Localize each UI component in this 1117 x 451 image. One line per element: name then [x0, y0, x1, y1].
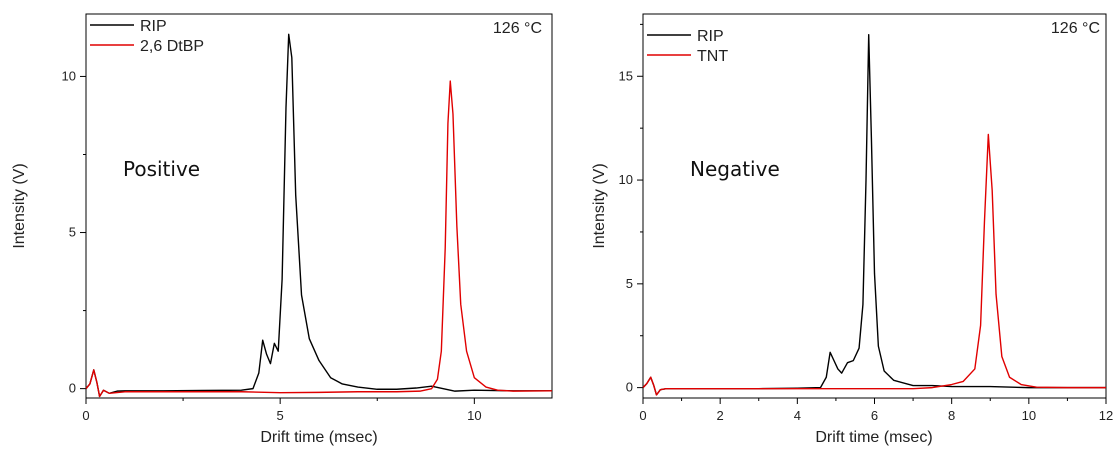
x-axis-label: Drift time (msec)	[815, 429, 932, 446]
series-lines	[642, 34, 1106, 396]
legend-label-rip: RIP	[140, 18, 167, 35]
x-tick-label: 10	[1022, 408, 1036, 423]
x-tick-label: 5	[277, 408, 284, 423]
x-tick-label: 6	[871, 408, 878, 423]
legend: RIP 2,6 DtBP	[90, 18, 204, 55]
legend-label-dtbp: 2,6 DtBP	[140, 38, 204, 55]
x-tick-label: 2	[717, 408, 724, 423]
x-ticks: 0 2 4 6 8 10 12	[639, 398, 1113, 423]
y-tick-label: 0	[626, 380, 633, 395]
y-tick-label: 10	[62, 68, 76, 83]
y-tick-label: 15	[619, 68, 633, 83]
y-tick-label: 0	[69, 381, 76, 396]
mode-annotation: Negative	[690, 157, 780, 181]
mode-annotation: Positive	[123, 157, 200, 181]
y-tick-label: 10	[619, 172, 633, 187]
y-ticks: 0 5 10	[62, 68, 86, 396]
y-tick-label: 5	[69, 225, 76, 240]
legend-label-rip: RIP	[697, 28, 724, 45]
series-line-tnt	[642, 133, 1106, 396]
legend-label-tnt: TNT	[697, 48, 728, 65]
y-axis-label: Intensity (V)	[11, 163, 28, 248]
plot-frame	[85, 13, 553, 399]
y-ticks: 0 5 10 15	[619, 23, 643, 395]
y-tick-label: 5	[626, 276, 633, 291]
chart-panel-negative: 0 2 4 6 8 10 12 0 5 10 15 Drift time (msec) Inten…	[591, 13, 1113, 446]
x-tick-label: 10	[467, 408, 481, 423]
legend: RIP TNT	[647, 28, 728, 65]
chart-panel-positive: 0 5 10 0 5 10 Drift time (msec) Intensity (V…	[11, 13, 553, 446]
x-tick-label: 0	[639, 408, 646, 423]
temperature-label: 126 °C	[493, 20, 542, 37]
x-tick-label: 0	[82, 408, 89, 423]
x-tick-label: 12	[1099, 408, 1113, 423]
x-tick-label: 8	[948, 408, 955, 423]
series-line-2-6-dtbp	[85, 80, 553, 398]
x-ticks: 0 5 10	[82, 398, 482, 423]
plot-frame	[642, 13, 1107, 399]
y-axis-label: Intensity (V)	[591, 163, 608, 248]
series-line-rip	[642, 34, 1106, 396]
series-lines	[85, 33, 553, 398]
x-axis-label: Drift time (msec)	[260, 429, 377, 446]
temperature-label: 126 °C	[1051, 20, 1100, 37]
x-tick-label: 4	[794, 408, 801, 423]
series-line-rip	[85, 33, 552, 398]
